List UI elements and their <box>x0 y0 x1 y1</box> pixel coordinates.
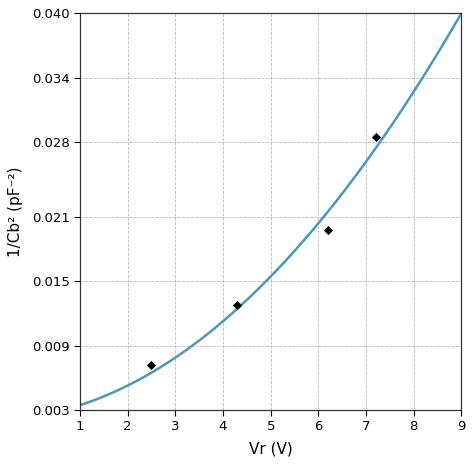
Point <box>234 301 241 309</box>
Point <box>372 133 379 140</box>
Point <box>324 226 332 233</box>
Point <box>148 361 155 369</box>
Y-axis label: 1/Cb² (pF⁻²): 1/Cb² (pF⁻²) <box>9 166 23 257</box>
X-axis label: Vr (V): Vr (V) <box>249 442 292 457</box>
